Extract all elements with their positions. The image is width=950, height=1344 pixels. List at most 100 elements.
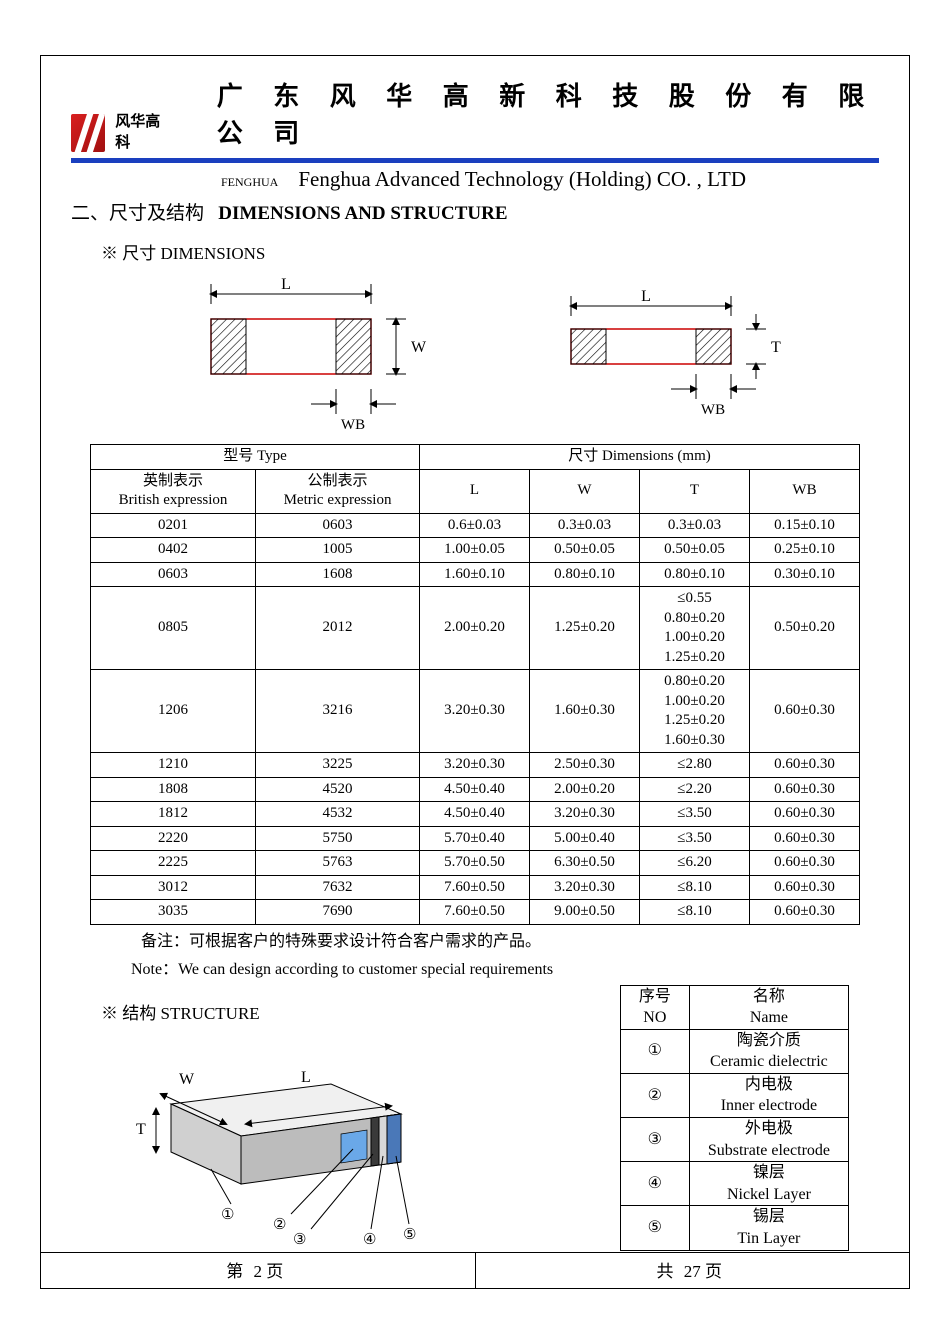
section-title: 二、尺寸及结构 DIMENSIONS AND STRUCTURE [71, 198, 879, 225]
logo-icon [71, 114, 105, 152]
table-cell: 5750 [256, 826, 420, 851]
sd-T: T [136, 1121, 146, 1138]
struct-no: ③ [620, 1118, 689, 1162]
table-cell: 0.60±0.30 [750, 777, 860, 802]
st-no-en: NO [639, 1007, 671, 1029]
table-cell: 1.00±0.05 [420, 538, 530, 563]
company-name-cn: 广 东 风 华 高 新 科 技 股 份 有 限 公 司 [217, 76, 879, 152]
table-cell: ≤8.10 [640, 900, 750, 925]
label-WB: WB [341, 417, 365, 433]
table-cell: 0.30±0.10 [750, 562, 860, 587]
th-metric-cn: 公制表示 [260, 472, 415, 492]
structure-subtitle: ※ 结构 STRUCTURE [101, 999, 590, 1024]
table-cell: 0.60±0.30 [750, 851, 860, 876]
table-cell: ≤0.55 0.80±0.20 1.00±0.20 1.25±0.20 [640, 587, 750, 670]
table-cell: 0.3±0.03 [530, 513, 640, 538]
table-cell: 7632 [256, 875, 420, 900]
table-cell: 1812 [91, 802, 256, 827]
th-W: W [530, 469, 640, 513]
table-cell: 2012 [256, 587, 420, 670]
th-metric-en: Metric expression [260, 491, 415, 511]
table-cell: 1.25±0.20 [530, 587, 640, 670]
table-row: 121032253.20±0.302.50±0.30≤2.800.60±0.30 [91, 753, 860, 778]
th-british-en: British expression [95, 491, 251, 511]
header: 风华高科 广 东 风 华 高 新 科 技 股 份 有 限 公 司 [71, 76, 879, 152]
company-name-en: Fenghua Advanced Technology (Holding) CO… [298, 167, 746, 192]
table-row: 180845204.50±0.402.00±0.20≤2.200.60±0.30 [91, 777, 860, 802]
struct-no: ① [620, 1029, 689, 1073]
structure-table: 序号 NO 名称 Name ①陶瓷介质Ceramic dielectric②内电… [620, 985, 849, 1251]
table-cell: 7.60±0.50 [420, 900, 530, 925]
label-L: L [281, 276, 291, 293]
sd-1: ① [221, 1207, 234, 1223]
table-cell: 3.20±0.30 [420, 670, 530, 753]
table-cell: 2.50±0.30 [530, 753, 640, 778]
table-cell: 0.80±0.10 [530, 562, 640, 587]
table-cell: 7.60±0.50 [420, 875, 530, 900]
th-british: 英制表示 British expression [91, 469, 256, 513]
dimensions-subtitle: ※ 尺寸 DIMENSIONS [101, 239, 879, 264]
table-cell: 3035 [91, 900, 256, 925]
table-cell: ≤2.80 [640, 753, 750, 778]
struct-no: ② [620, 1073, 689, 1117]
table-cell: 1206 [91, 670, 256, 753]
section-title-cn: 二、尺寸及结构 [71, 203, 204, 224]
table-row: 040210051.00±0.050.50±0.050.50±0.050.25±… [91, 538, 860, 563]
sd-5: ⑤ [403, 1227, 416, 1243]
th-L: L [420, 469, 530, 513]
struct-name: 镍层Nickel Layer [689, 1162, 848, 1206]
table-cell: 0.60±0.30 [750, 753, 860, 778]
dimensions-table: 型号 Type 尺寸 Dimensions (mm) 英制表示 British … [90, 444, 860, 925]
table-row: 303576907.60±0.509.00±0.50≤8.100.60±0.30 [91, 900, 860, 925]
table-cell: 0.60±0.30 [750, 826, 860, 851]
st-no-cn: 序号 [639, 986, 671, 1008]
table-cell: 5.00±0.40 [530, 826, 640, 851]
label-L2: L [641, 288, 651, 305]
st-name-cn: 名称 [708, 986, 830, 1008]
table-row: 060316081.60±0.100.80±0.100.80±0.100.30±… [91, 562, 860, 587]
brand-label: FENGHUA [221, 175, 278, 190]
table-cell: 3216 [256, 670, 420, 753]
structure-diagram: W L T ① ② ③ ④ ⑤ [101, 1034, 461, 1254]
table-cell: 5.70±0.50 [420, 851, 530, 876]
dimension-diagrams: L W WB L T [71, 274, 879, 434]
table-row: 020106030.6±0.030.3±0.030.3±0.030.15±0.1… [91, 513, 860, 538]
th-metric: 公制表示 Metric expression [256, 469, 420, 513]
table-row: ③外电极Substrate electrode [620, 1118, 848, 1162]
table-row: 222557635.70±0.506.30±0.50≤6.200.60±0.30 [91, 851, 860, 876]
page-frame: 风华高科 广 东 风 华 高 新 科 技 股 份 有 限 公 司 FENGHUA… [40, 55, 910, 1289]
table-cell: 3.20±0.30 [420, 753, 530, 778]
th-british-cn: 英制表示 [95, 472, 251, 492]
label-W: W [411, 339, 427, 356]
table-cell: 7690 [256, 900, 420, 925]
table-cell: 9.00±0.50 [530, 900, 640, 925]
table-row: ②内电极Inner electrode [620, 1073, 848, 1117]
struct-name: 锡层Tin Layer [689, 1206, 848, 1250]
table-cell: 0603 [91, 562, 256, 587]
table-cell: 0201 [91, 513, 256, 538]
struct-no: ④ [620, 1162, 689, 1206]
table-cell: 4532 [256, 802, 420, 827]
footer-right-prefix: 共 [657, 1262, 680, 1281]
table-cell: 0.60±0.30 [750, 802, 860, 827]
logo-text: 风华高科 [115, 110, 166, 152]
table-row: ①陶瓷介质Ceramic dielectric [620, 1029, 848, 1073]
table-cell: 3.20±0.30 [530, 802, 640, 827]
sd-W: W [179, 1071, 195, 1088]
table-cell: ≤8.10 [640, 875, 750, 900]
table-cell: 0.50±0.05 [530, 538, 640, 563]
table-cell: 1005 [256, 538, 420, 563]
footer-right: 共 27 页 [476, 1253, 910, 1288]
struct-no: ⑤ [620, 1206, 689, 1250]
footer-right-suffix: 页 [705, 1262, 728, 1281]
header-divider [71, 158, 879, 163]
table-cell: 2220 [91, 826, 256, 851]
sd-L: L [301, 1069, 311, 1086]
table-cell: 0.80±0.10 [640, 562, 750, 587]
th-WB: WB [750, 469, 860, 513]
top-view-diagram: L W WB [161, 274, 441, 434]
table-cell: 4.50±0.40 [420, 777, 530, 802]
table-row: 222057505.70±0.405.00±0.40≤3.500.60±0.30 [91, 826, 860, 851]
footer-left-prefix: 第 [226, 1262, 249, 1281]
th-type: 型号 Type [91, 445, 420, 470]
